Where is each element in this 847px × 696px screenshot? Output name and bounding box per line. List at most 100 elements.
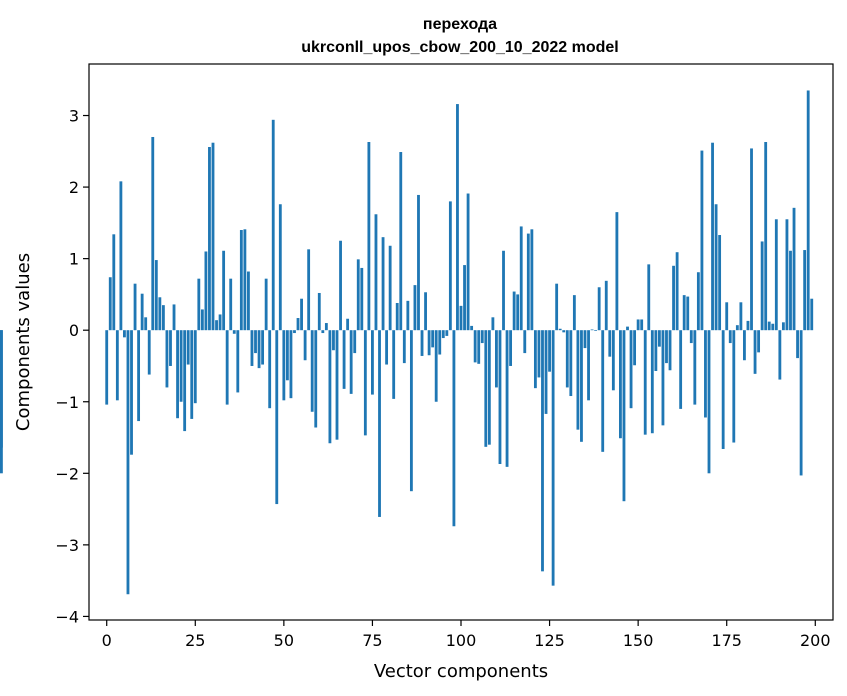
bar xyxy=(611,330,615,391)
bar xyxy=(601,330,605,452)
bar xyxy=(679,330,683,409)
bar xyxy=(261,330,265,365)
bar xyxy=(332,330,335,351)
bar xyxy=(502,250,505,331)
bar xyxy=(711,142,714,331)
bar xyxy=(505,330,509,467)
bar xyxy=(349,330,353,394)
y-tick-label: 2 xyxy=(69,178,79,197)
bar xyxy=(378,330,381,517)
bar xyxy=(395,303,399,331)
bar xyxy=(806,90,810,331)
bar xyxy=(424,292,427,331)
y-axis-ticks: −4 −3 −2 −1 0 1 2 3 xyxy=(55,107,89,626)
bar xyxy=(406,300,410,331)
x-tick-label: 200 xyxy=(800,631,831,650)
bar xyxy=(792,207,796,331)
bar xyxy=(126,330,130,595)
bar xyxy=(0,330,3,448)
bar xyxy=(108,277,112,331)
bar xyxy=(434,330,438,402)
bar xyxy=(399,152,403,331)
bar xyxy=(721,330,725,449)
bar xyxy=(183,330,187,432)
bar xyxy=(633,330,637,366)
bar xyxy=(335,330,339,440)
bar xyxy=(448,201,452,331)
bar xyxy=(186,330,190,365)
plot-frame xyxy=(88,63,834,621)
bar xyxy=(785,219,789,331)
bar xyxy=(200,309,204,331)
bar xyxy=(165,330,169,388)
bar xyxy=(615,212,619,331)
bar xyxy=(293,330,296,334)
x-tick-label: 150 xyxy=(623,631,654,650)
bar xyxy=(672,265,675,331)
bar xyxy=(569,330,573,397)
bar xyxy=(767,321,771,331)
bar xyxy=(789,250,792,331)
bar xyxy=(810,298,814,331)
bar xyxy=(558,328,562,331)
bar xyxy=(743,330,746,361)
bar xyxy=(115,330,119,401)
bar xyxy=(225,330,229,405)
bar xyxy=(140,293,144,331)
y-axis-label: Components values xyxy=(13,253,34,431)
bar xyxy=(526,233,530,331)
bar xyxy=(665,330,668,364)
bar xyxy=(342,330,346,389)
bar xyxy=(682,295,686,331)
bar xyxy=(250,330,254,366)
bar xyxy=(190,330,194,419)
x-axis-label: Vector components xyxy=(374,661,548,682)
bar xyxy=(774,219,778,331)
bar xyxy=(654,330,658,371)
bar xyxy=(480,330,484,344)
bar xyxy=(735,325,739,331)
bar xyxy=(533,330,537,389)
bar xyxy=(746,320,750,331)
bar xyxy=(130,330,133,455)
bar xyxy=(700,150,704,331)
bar xyxy=(268,330,272,409)
bar xyxy=(466,193,470,331)
bar xyxy=(562,330,566,333)
bar xyxy=(137,330,141,422)
bar xyxy=(778,330,782,380)
bar xyxy=(420,330,424,356)
bar xyxy=(459,305,463,331)
bar xyxy=(470,325,474,331)
bar xyxy=(339,240,342,331)
bar xyxy=(151,136,155,331)
bar xyxy=(622,330,626,502)
bar xyxy=(360,267,364,331)
bar xyxy=(675,252,679,331)
bar xyxy=(551,330,555,586)
bar xyxy=(796,330,799,359)
bar xyxy=(144,317,148,331)
bar xyxy=(381,237,385,331)
bar xyxy=(215,320,218,331)
bar xyxy=(565,330,569,388)
bar xyxy=(172,304,176,331)
bar xyxy=(147,330,151,375)
bar xyxy=(356,259,360,331)
bar xyxy=(417,194,420,331)
bar xyxy=(594,330,598,331)
bar xyxy=(239,230,243,331)
bar xyxy=(608,330,612,357)
bar xyxy=(158,297,162,331)
bar xyxy=(764,142,768,331)
bar xyxy=(282,330,286,401)
bar xyxy=(427,330,431,356)
bar xyxy=(484,330,488,447)
bar xyxy=(590,329,594,331)
bar xyxy=(619,330,622,439)
bar xyxy=(123,330,126,338)
bar xyxy=(572,295,576,331)
bar xyxy=(303,330,307,361)
x-tick-label: 100 xyxy=(446,631,477,650)
bar xyxy=(346,318,350,331)
